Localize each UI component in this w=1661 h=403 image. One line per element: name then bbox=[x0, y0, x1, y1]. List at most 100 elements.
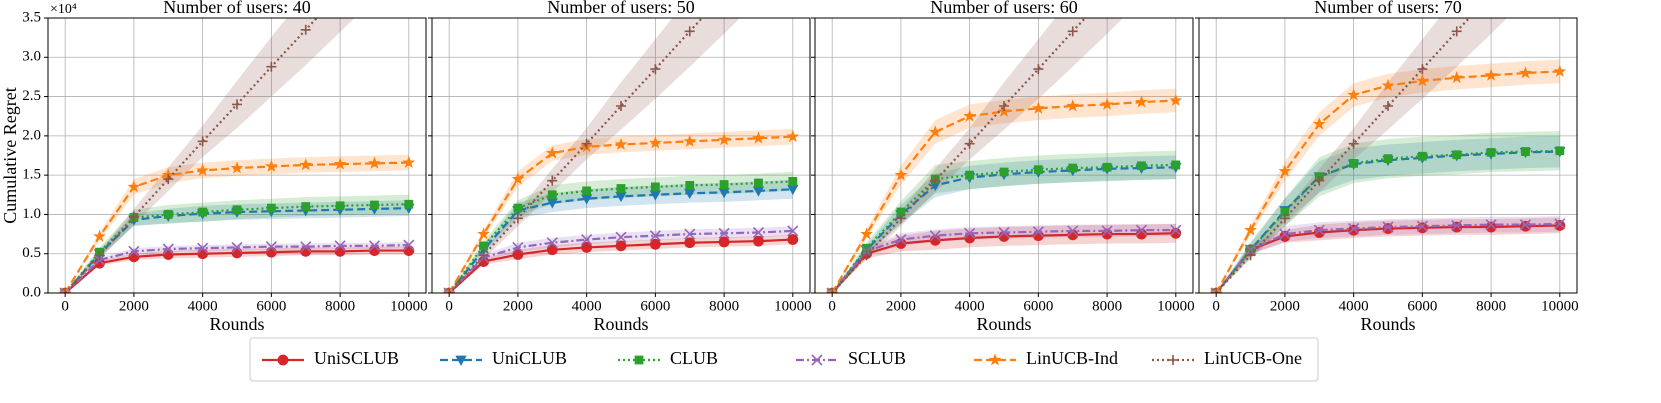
axes-frame bbox=[47, 17, 427, 294]
marker bbox=[753, 235, 764, 247]
x-axis-label: Rounds bbox=[593, 314, 648, 334]
marker bbox=[685, 180, 695, 190]
marker bbox=[1244, 244, 1257, 256]
marker bbox=[1382, 223, 1394, 234]
x-tick-label: 10000 bbox=[390, 298, 428, 314]
marker bbox=[1135, 224, 1148, 236]
x-tick-label: 4000 bbox=[955, 298, 985, 314]
subplot-title: Number of users: 40 bbox=[163, 0, 310, 17]
error-band bbox=[65, 18, 355, 293]
marker bbox=[128, 251, 140, 263]
marker bbox=[787, 234, 799, 245]
marker bbox=[786, 129, 800, 143]
x-tick-label: 10000 bbox=[1157, 298, 1195, 314]
marker bbox=[1519, 219, 1532, 231]
marker bbox=[684, 228, 696, 240]
marker bbox=[301, 202, 311, 211]
marker bbox=[1348, 223, 1360, 235]
marker bbox=[1032, 226, 1044, 238]
x-tick-label: 8000 bbox=[1092, 298, 1122, 314]
marker bbox=[1280, 207, 1290, 217]
axes-frame bbox=[431, 17, 811, 294]
marker bbox=[582, 186, 592, 196]
marker bbox=[752, 131, 765, 144]
marker bbox=[930, 175, 941, 186]
marker bbox=[1279, 213, 1290, 224]
marker bbox=[479, 241, 488, 251]
x-tick-label: 2000 bbox=[503, 298, 533, 314]
legend-label: UniCLUB bbox=[492, 348, 567, 368]
axes-frame bbox=[1198, 17, 1578, 294]
x-tick-label: 10000 bbox=[774, 298, 812, 314]
marker bbox=[197, 248, 209, 260]
marker bbox=[964, 138, 975, 149]
subplot-title: Number of users: 50 bbox=[547, 0, 694, 17]
marker bbox=[232, 99, 242, 110]
x-tick-label: 0 bbox=[445, 298, 453, 314]
marker bbox=[265, 246, 277, 258]
marker bbox=[1484, 68, 1498, 81]
x-tick-label: 6000 bbox=[1407, 298, 1437, 314]
x-tick-label: 0 bbox=[1212, 298, 1220, 314]
marker bbox=[545, 146, 559, 159]
marker bbox=[511, 172, 525, 185]
legend-label: LinUCB-One bbox=[1204, 348, 1302, 368]
marker bbox=[649, 230, 661, 242]
marker bbox=[616, 101, 626, 111]
marker bbox=[512, 213, 523, 224]
error-band bbox=[65, 246, 409, 293]
plot-area bbox=[825, 18, 1183, 293]
marker bbox=[754, 178, 763, 188]
marker bbox=[404, 199, 414, 209]
marker bbox=[162, 243, 174, 255]
marker bbox=[198, 207, 208, 217]
marker bbox=[1244, 223, 1257, 236]
marker bbox=[368, 240, 381, 252]
marker bbox=[1381, 78, 1395, 91]
error-band bbox=[65, 200, 409, 293]
marker bbox=[719, 180, 729, 189]
error-band bbox=[832, 155, 1176, 293]
marker bbox=[478, 250, 489, 261]
y-axis-label: Cumulative Regret bbox=[0, 87, 20, 223]
marker bbox=[860, 227, 873, 240]
error-band bbox=[1216, 18, 1508, 293]
marker bbox=[614, 137, 628, 150]
marker bbox=[1068, 163, 1078, 173]
marker bbox=[333, 157, 347, 170]
x-tick-label: 4000 bbox=[572, 298, 602, 314]
legend-marker bbox=[634, 355, 644, 365]
marker bbox=[368, 156, 381, 169]
y-tick-label: 3.5 bbox=[22, 9, 41, 25]
marker bbox=[1554, 220, 1566, 231]
marker bbox=[1245, 250, 1256, 261]
marker bbox=[334, 246, 346, 257]
error-band bbox=[449, 172, 793, 293]
marker bbox=[616, 184, 626, 193]
marker bbox=[59, 287, 71, 293]
marker bbox=[335, 201, 345, 211]
plot-area bbox=[58, 18, 416, 293]
x-tick-label: 0 bbox=[828, 298, 836, 314]
marker bbox=[1382, 221, 1394, 233]
marker bbox=[581, 138, 592, 149]
x-tick-label: 2000 bbox=[119, 298, 149, 314]
marker bbox=[752, 226, 765, 239]
marker bbox=[477, 227, 490, 240]
plot-area bbox=[1209, 18, 1567, 293]
series-line bbox=[64, 207, 409, 293]
error-band bbox=[449, 226, 793, 293]
marker bbox=[402, 155, 416, 168]
x-tick-label: 8000 bbox=[325, 298, 355, 314]
marker bbox=[299, 158, 313, 171]
marker bbox=[370, 200, 379, 210]
marker bbox=[1170, 224, 1182, 236]
marker bbox=[684, 26, 695, 37]
marker bbox=[1347, 88, 1360, 101]
legend-marker bbox=[277, 354, 289, 366]
marker bbox=[1348, 138, 1359, 149]
error-band bbox=[449, 179, 793, 293]
y-tick-label: 3.0 bbox=[22, 49, 41, 65]
marker bbox=[965, 170, 975, 180]
